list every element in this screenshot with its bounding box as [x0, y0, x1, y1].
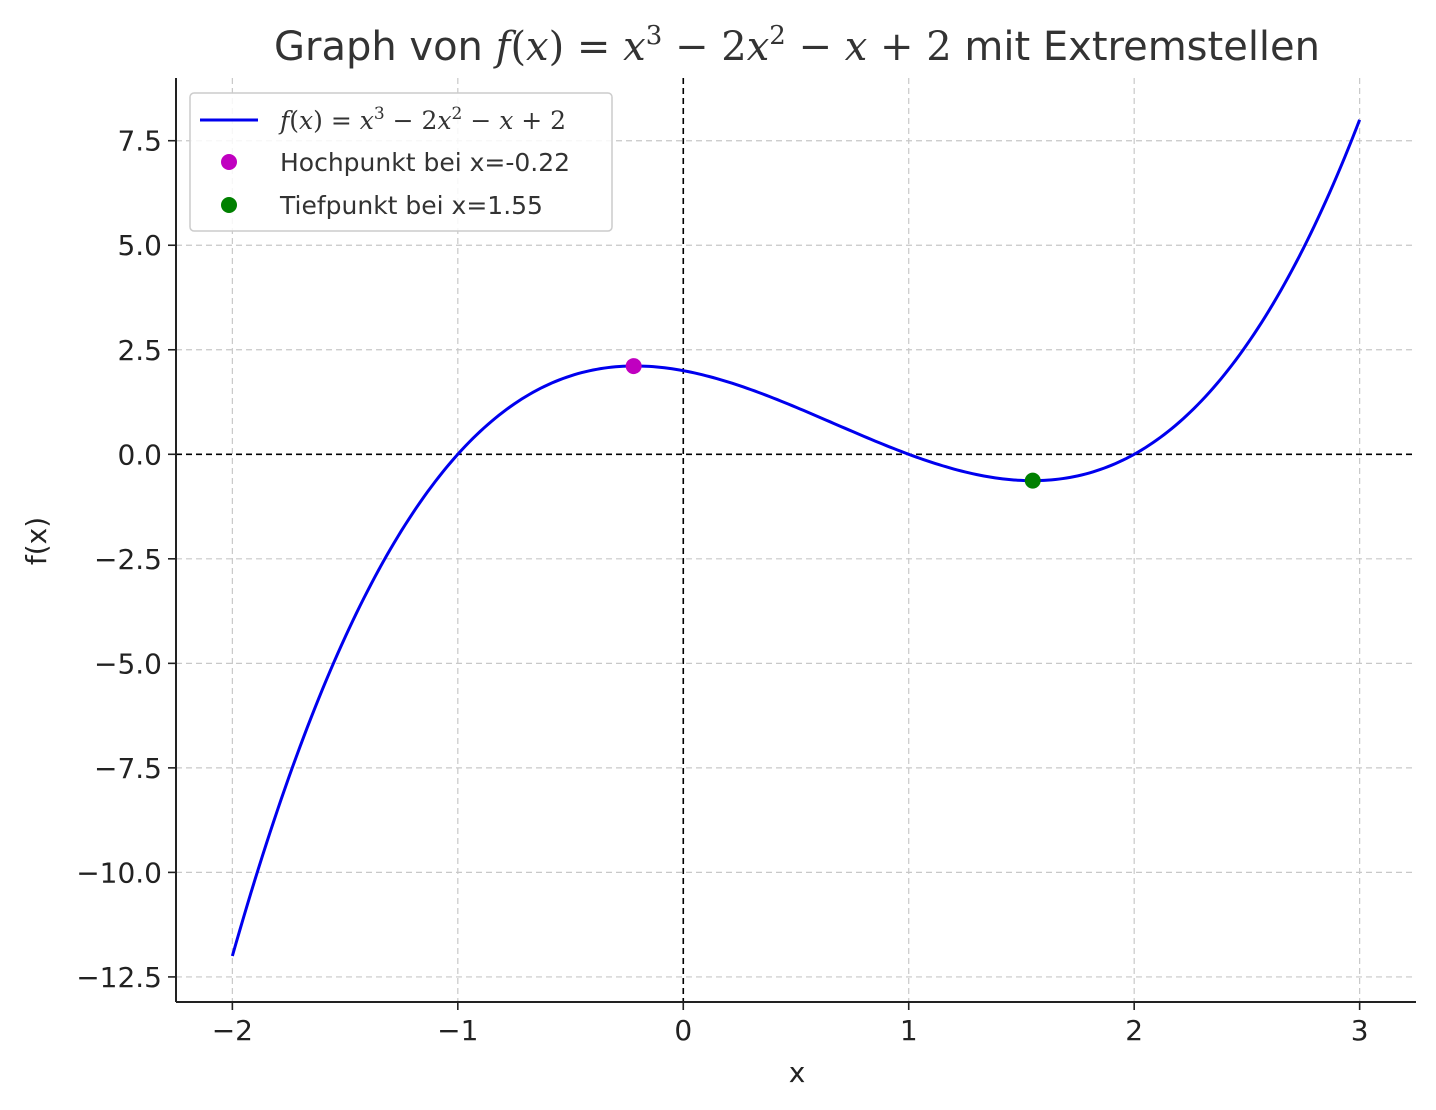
x-tick-label: 2: [1125, 1014, 1143, 1047]
extrema-points: [625, 358, 1041, 489]
function-curve: [230, 119, 1362, 957]
y-tick-label: −5.0: [94, 647, 162, 680]
chart-title-suffix: mit Extremstellen: [952, 24, 1320, 70]
axis-ticks: −2 −1 0 1 2 3 −12.5 −10.0 −7.5 −5.0 −2.5 0.0 2.5 5.0 7…: [76, 125, 1368, 1047]
y-tick-label: 7.5: [117, 125, 162, 158]
legend-entry-tiefpunkt: Tiefpunkt bei x=1.55: [279, 191, 543, 220]
hochpunkt-marker: [625, 358, 642, 375]
y-tick-label: 5.0: [117, 229, 162, 262]
legend: f(x) = x3 − 2x2 − x + 2 Hochpunkt bei x=…: [189, 92, 613, 232]
legend-entry-hochpunkt: Hochpunkt bei x=-0.22: [280, 148, 570, 177]
x-tick-label: 1: [900, 1014, 918, 1047]
reference-lines: [176, 78, 1416, 1002]
x-tick-label: −2: [212, 1014, 253, 1047]
tiefpunkt-marker: [1024, 472, 1041, 489]
x-tick-label: 0: [674, 1014, 692, 1047]
y-tick-label: 0.0: [117, 438, 162, 471]
x-tick-label: −1: [437, 1014, 478, 1047]
y-tick-label: 2.5: [117, 334, 162, 367]
x-tick-label: 3: [1351, 1014, 1369, 1047]
y-tick-label: −12.5: [76, 961, 162, 994]
legend-tiefpunkt-marker: [221, 197, 237, 213]
y-axis-label: f(x): [20, 517, 53, 565]
chart-title: Graph von f(x) = x3 − 2x2 − x + 2 mit Ex…: [274, 21, 1320, 70]
chart-title-prefix: Graph von: [274, 24, 496, 70]
curve-layer: [230, 119, 1362, 957]
x-axis-label: x: [789, 1056, 806, 1089]
y-tick-label: −7.5: [94, 752, 162, 785]
legend-entry-curve: f(x) = x3 − 2x2 − x + 2: [278, 104, 566, 135]
legend-box: [189, 92, 613, 232]
y-tick-label: −2.5: [94, 543, 162, 576]
legend-hochpunkt-marker: [221, 154, 237, 170]
y-tick-label: −10.0: [76, 856, 162, 889]
